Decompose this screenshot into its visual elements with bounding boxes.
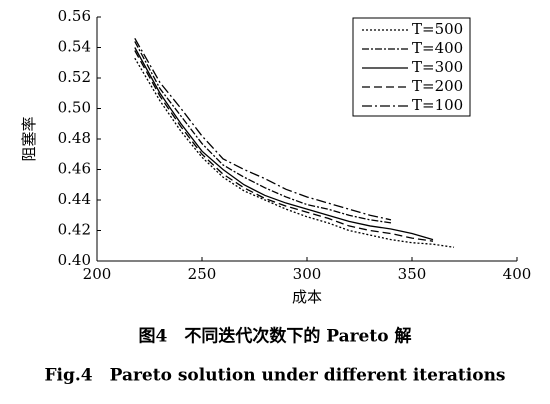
series-line [134,50,434,242]
x-tick-label: 250 [188,265,217,283]
y-tick-label: 0.52 [58,68,91,86]
x-axis-label: 成本 [292,288,322,306]
caption-en: Fig.4 Pareto solution under different it… [44,366,505,386]
y-tick-label: 0.56 [58,7,91,25]
legend-label: T=300 [412,58,463,76]
series-line [134,47,434,241]
legend-box [352,17,471,117]
caption-cn: 图4 不同迭代次数下的 Pareto 解 [139,326,412,347]
x-tick-label: 200 [83,265,112,283]
x-tick-label: 350 [398,265,427,283]
y-tick-label: 0.40 [58,251,91,269]
legend-label: T=200 [412,77,463,95]
y-tick-label: 0.54 [58,38,91,56]
y-tick-label: 0.44 [58,190,91,208]
y-tick-label: 0.46 [58,160,91,178]
y-tick-label: 0.42 [58,221,91,239]
legend-label: T=100 [412,96,463,114]
x-tick-label: 300 [293,265,322,283]
legend-label: T=400 [412,39,463,57]
series-line [134,41,392,224]
legend-label: T=500 [412,20,463,38]
y-tick-label: 0.50 [58,99,91,117]
y-tick-label: 0.48 [58,129,91,147]
x-tick-label: 400 [503,265,532,283]
y-axis-label: 阻塞率 [20,116,38,161]
